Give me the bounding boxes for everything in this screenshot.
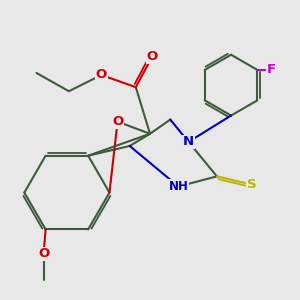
Text: NH: NH: [168, 180, 188, 193]
Text: O: O: [112, 115, 123, 128]
Text: N: N: [183, 135, 194, 148]
Text: S: S: [247, 178, 256, 191]
Text: O: O: [38, 247, 49, 260]
Text: O: O: [96, 68, 107, 82]
Text: F: F: [267, 63, 276, 76]
Text: O: O: [146, 50, 158, 63]
